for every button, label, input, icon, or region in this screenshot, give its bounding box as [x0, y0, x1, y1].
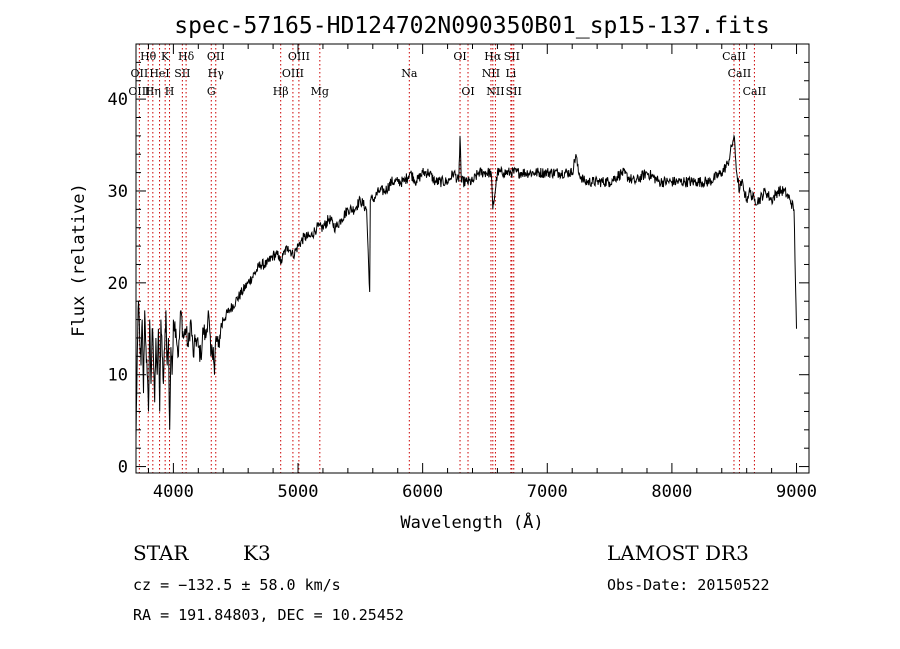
line-label: Li [505, 67, 516, 80]
line-label: OII [131, 67, 149, 80]
redshift-text: cz = −132.5 ± 58.0 km/s [133, 576, 341, 594]
line-label: SII [174, 67, 190, 80]
y-axis-label: Flux (relative) [69, 183, 89, 337]
line-label: OI [461, 85, 474, 98]
line-label: Hη [145, 85, 161, 98]
line-label: G [207, 85, 216, 98]
line-label: OII [207, 50, 225, 63]
line-label: SII [506, 85, 522, 98]
class-label: STAR [133, 541, 189, 565]
subclass-label: K3 [243, 541, 271, 565]
line-label: OIII [288, 50, 310, 63]
chart-title: spec-57165-HD124702N090350B01_sp15-137.f… [174, 13, 769, 39]
y-tick-label: 10 [108, 366, 128, 386]
plot-frame [135, 43, 810, 474]
line-label: NII [486, 85, 504, 98]
line-label: Na [401, 67, 418, 80]
line-label: Hβ [273, 85, 289, 98]
x-tick-label: 6000 [402, 482, 443, 502]
x-tick-label: 8000 [651, 482, 692, 502]
line-label: K [161, 50, 170, 63]
survey-label: LAMOST DR3 [607, 541, 749, 565]
line-label: OIII [282, 67, 304, 80]
line-label: Hα [484, 50, 502, 63]
y-tick-label: 0 [118, 458, 128, 478]
line-label: HeI [149, 67, 169, 80]
y-tick-label: 40 [108, 90, 128, 110]
axis-ticks: 4000 5000 6000 7000 8000 9000 0 10 20 30 40 [108, 44, 817, 502]
y-tick-label: 20 [108, 274, 128, 294]
y-tick-label: 30 [108, 182, 128, 202]
line-label: OIII [128, 85, 150, 98]
obs-date-text: Obs-Date: 20150522 [607, 576, 770, 594]
line-label: CaII [722, 50, 746, 63]
line-label: Hγ [208, 67, 225, 80]
x-tick-label: 9000 [776, 482, 817, 502]
line-label: H [165, 85, 175, 98]
line-label: OI [453, 50, 466, 63]
line-label: NII [482, 67, 500, 80]
line-label: Hθ [140, 50, 157, 63]
x-tick-label: 5000 [278, 482, 319, 502]
x-tick-label: 7000 [527, 482, 568, 502]
line-label: CaII [728, 67, 752, 80]
spectral-line-markers [138, 44, 755, 473]
spectrum-line [135, 133, 797, 440]
line-label: Hδ [178, 50, 195, 63]
x-axis-label: Wavelength (Å) [400, 511, 543, 533]
line-label: SII [504, 50, 520, 63]
coordinates-text: RA = 191.84803, DEC = 10.25452 [133, 606, 404, 624]
line-label: Mg [311, 85, 329, 98]
line-label: CaII [743, 85, 767, 98]
x-tick-label: 4000 [153, 482, 194, 502]
